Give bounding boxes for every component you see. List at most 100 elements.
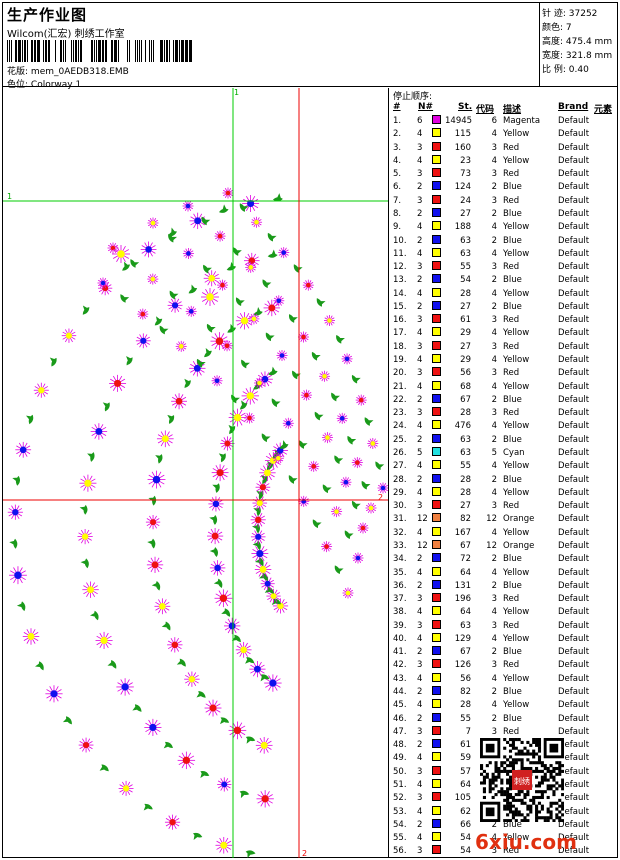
row-brand: Default [558,766,590,777]
row-brand: Default [558,607,590,618]
flower-motif [145,514,161,530]
row-number: 42. [393,660,407,671]
color-swatch [432,420,441,430]
flower-motif [357,522,369,534]
row-code: 3 [491,368,497,379]
row-stitches: 126 [454,660,471,671]
row-stitches: 54 [460,833,471,844]
color-swatch [432,367,441,377]
row-needle: 4 [417,633,423,644]
color-swatch [432,115,441,124]
row-brand: Default [558,421,590,432]
row-code: 3 [491,594,497,605]
row-number: 44. [393,687,407,698]
row-description: Yellow [503,607,530,618]
leaf-motif [316,298,326,307]
row-number: 51. [393,780,407,790]
leaf-motif [35,661,44,671]
flower-motif [208,496,224,512]
row-description: Yellow [503,155,530,166]
row-description: Blue [503,275,522,286]
flower-motif [175,340,187,352]
flower-motif [282,417,294,429]
row-brand: Default [558,301,590,312]
row-stitches: 56 [460,368,471,379]
row-code: 3 [491,501,497,512]
row-stitches: 67 [460,394,471,405]
row-stitches: 61 [460,740,471,751]
row-number: 27. [393,461,407,472]
flower-motif [244,412,255,424]
row-code: 2 [491,580,497,591]
row-description: Red [503,846,520,857]
design-preview-canvas[interactable]: 1 1 2 2 [3,88,389,858]
row-stitches: 28 [460,474,471,485]
color-swatch [432,473,441,483]
col-header-desc: 描述 [503,105,522,115]
flower-motif [245,261,257,273]
table-row: 44. 2 82 2 Blue Default [390,686,618,699]
row-stitches: 67 [460,540,471,551]
row-description: Yellow [503,355,530,366]
row-needle: 4 [417,806,423,817]
col-header-stitches: St. [458,102,473,112]
row-stitches: 82 [460,687,471,698]
row-description: Yellow [503,381,530,392]
row-needle: 3 [417,793,423,804]
row-brand: Default [558,780,590,790]
stat-width: 宽度: 321.8 mm [542,51,613,61]
row-description: Blue [503,474,522,485]
table-row: 8. 2 27 2 Blue Default [390,207,618,221]
flower-motif [341,353,353,365]
leaf-motif [148,495,157,506]
leaf-motif [159,325,169,335]
flower-motif [255,479,271,495]
row-needle: 4 [417,700,423,711]
color-swatch [432,354,441,364]
stats-panel: 针 迹: 37252 颜色: 7 高度: 475.4 mm 宽度: 321.8 … [539,3,617,87]
flower-motif [235,641,252,658]
row-stitches: 54 [460,846,471,857]
row-brand: Default [558,169,590,180]
row-number: 53. [393,806,407,817]
leaf-motif [132,704,142,712]
row-description: Red [503,262,520,273]
leaf-motif [122,261,131,271]
row-stitches: 55 [460,461,471,472]
flower-motif [164,814,181,830]
color-swatch [432,699,441,709]
row-code: 2 [491,275,497,286]
row-number: 24. [393,421,407,432]
row-stitches: 24 [460,195,471,206]
leaf-motif [265,332,275,342]
leaf-motif [204,348,212,358]
row-number: 8. [393,208,402,219]
row-description: Yellow [503,700,530,711]
flower-motif [154,598,171,615]
row-stitches: 124 [454,182,471,193]
table-row: 21. 4 68 4 Yellow Default [390,380,618,394]
row-code: 2 [491,819,497,830]
row-number: 11. [393,248,407,259]
row-code: 2 [491,394,497,405]
flower-motif [182,247,194,259]
leaf-motif [176,658,186,667]
leaf-motif [226,261,237,271]
colorway-value: Colorway 1 [30,80,82,90]
table-row: 33. 12 67 12 Orange Default [390,539,618,553]
color-swatch [432,672,441,682]
row-code: 3 [491,262,497,273]
row-needle: 2 [417,394,423,405]
flower-motif [82,581,99,598]
row-brand: Default [558,567,590,578]
flower-motif [321,541,333,553]
flower-motif [109,374,127,392]
leaf-motif [261,433,271,443]
flower-motif [33,382,49,398]
leaf-motif [80,558,89,569]
row-brand: Default [558,394,590,405]
flower-motif [249,661,266,678]
table-row: 55. 4 54 4 Yellow Default [390,832,618,845]
flower-motif [308,460,320,472]
table-row: 43. 4 56 4 Yellow Default [390,672,618,686]
